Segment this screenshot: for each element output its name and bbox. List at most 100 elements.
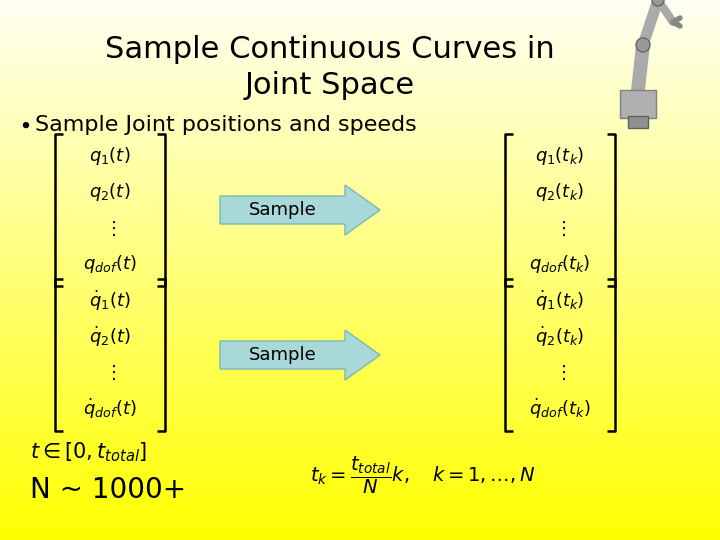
Bar bbox=[0, 494, 720, 497]
Bar bbox=[0, 413, 720, 416]
Bar bbox=[0, 221, 720, 224]
Text: $t \in [0, t_{total}]$: $t \in [0, t_{total}]$ bbox=[30, 440, 147, 464]
Bar bbox=[0, 313, 720, 316]
Bar bbox=[0, 378, 720, 381]
Bar bbox=[0, 402, 720, 405]
Bar bbox=[0, 354, 720, 356]
Text: $t_k = \dfrac{t_{total}}{N} k, \quad k = 1, \ldots, N$: $t_k = \dfrac{t_{total}}{N} k, \quad k =… bbox=[310, 454, 536, 496]
Bar bbox=[0, 92, 720, 94]
Text: $q_1(t)$: $q_1(t)$ bbox=[89, 145, 131, 167]
Bar bbox=[0, 346, 720, 348]
Bar bbox=[0, 505, 720, 508]
Bar bbox=[0, 27, 720, 30]
Bar bbox=[0, 329, 720, 332]
Bar bbox=[0, 49, 720, 51]
Bar bbox=[0, 359, 720, 362]
Text: $\vdots$: $\vdots$ bbox=[554, 219, 566, 238]
Bar bbox=[0, 246, 720, 248]
Bar bbox=[0, 230, 720, 232]
Bar bbox=[0, 216, 720, 219]
Text: $\vdots$: $\vdots$ bbox=[554, 363, 566, 382]
Text: $q_1(t_k)$: $q_1(t_k)$ bbox=[536, 145, 585, 167]
Bar bbox=[0, 286, 720, 289]
Bar bbox=[0, 421, 720, 424]
Bar bbox=[0, 46, 720, 49]
Text: $q_{dof}(t_k)$: $q_{dof}(t_k)$ bbox=[529, 253, 590, 275]
Bar bbox=[0, 30, 720, 32]
Bar bbox=[0, 32, 720, 35]
Bar bbox=[0, 454, 720, 456]
Bar bbox=[0, 302, 720, 305]
Bar bbox=[0, 65, 720, 68]
Bar bbox=[0, 205, 720, 208]
Bar bbox=[0, 292, 720, 294]
Bar bbox=[0, 332, 720, 335]
Bar bbox=[0, 24, 720, 27]
Bar bbox=[0, 297, 720, 300]
Text: Sample Joint positions and speeds: Sample Joint positions and speeds bbox=[35, 115, 417, 135]
Bar bbox=[0, 124, 720, 127]
Bar bbox=[0, 321, 720, 324]
Bar bbox=[0, 167, 720, 170]
Bar bbox=[0, 200, 720, 202]
Bar bbox=[0, 521, 720, 524]
Bar bbox=[0, 122, 720, 124]
Bar bbox=[0, 475, 720, 478]
Bar bbox=[0, 130, 720, 132]
Bar bbox=[0, 173, 720, 176]
Bar bbox=[0, 513, 720, 516]
Bar bbox=[0, 254, 720, 256]
Bar bbox=[0, 343, 720, 346]
Bar bbox=[0, 397, 720, 400]
Bar bbox=[0, 154, 720, 157]
Text: Sample: Sample bbox=[248, 346, 316, 364]
Bar bbox=[0, 316, 720, 319]
Bar bbox=[0, 219, 720, 221]
Bar bbox=[0, 448, 720, 451]
Bar bbox=[0, 62, 720, 65]
Bar bbox=[0, 138, 720, 140]
Bar bbox=[0, 184, 720, 186]
Bar bbox=[0, 11, 720, 14]
Bar bbox=[0, 146, 720, 148]
Bar bbox=[0, 462, 720, 464]
Bar bbox=[0, 151, 720, 154]
Bar bbox=[0, 429, 720, 432]
Bar bbox=[0, 238, 720, 240]
Bar bbox=[628, 116, 648, 128]
Bar bbox=[0, 483, 720, 486]
Bar bbox=[0, 537, 720, 540]
Bar bbox=[0, 70, 720, 73]
Bar bbox=[0, 51, 720, 54]
Bar bbox=[0, 227, 720, 229]
Bar bbox=[0, 370, 720, 373]
Bar bbox=[0, 243, 720, 246]
Bar bbox=[0, 100, 720, 103]
Bar bbox=[0, 270, 720, 273]
Bar bbox=[0, 375, 720, 378]
Text: $\vdots$: $\vdots$ bbox=[104, 219, 116, 238]
Bar bbox=[0, 181, 720, 184]
Bar bbox=[0, 235, 720, 238]
Text: Sample: Sample bbox=[248, 201, 316, 219]
Bar bbox=[0, 89, 720, 92]
Bar bbox=[0, 510, 720, 513]
Bar bbox=[0, 248, 720, 251]
Bar bbox=[0, 478, 720, 481]
Bar bbox=[0, 491, 720, 494]
Bar bbox=[0, 464, 720, 467]
Bar bbox=[0, 0, 720, 3]
Bar bbox=[0, 54, 720, 57]
Text: Sample Continuous Curves in: Sample Continuous Curves in bbox=[105, 36, 555, 64]
Bar bbox=[0, 159, 720, 162]
Text: $\bullet$: $\bullet$ bbox=[18, 115, 30, 135]
Bar bbox=[0, 57, 720, 59]
Bar bbox=[0, 516, 720, 518]
Bar bbox=[0, 170, 720, 173]
Bar bbox=[0, 140, 720, 143]
Bar bbox=[0, 22, 720, 24]
Bar bbox=[0, 186, 720, 189]
Bar bbox=[0, 111, 720, 113]
Bar bbox=[0, 410, 720, 413]
Bar bbox=[0, 208, 720, 211]
